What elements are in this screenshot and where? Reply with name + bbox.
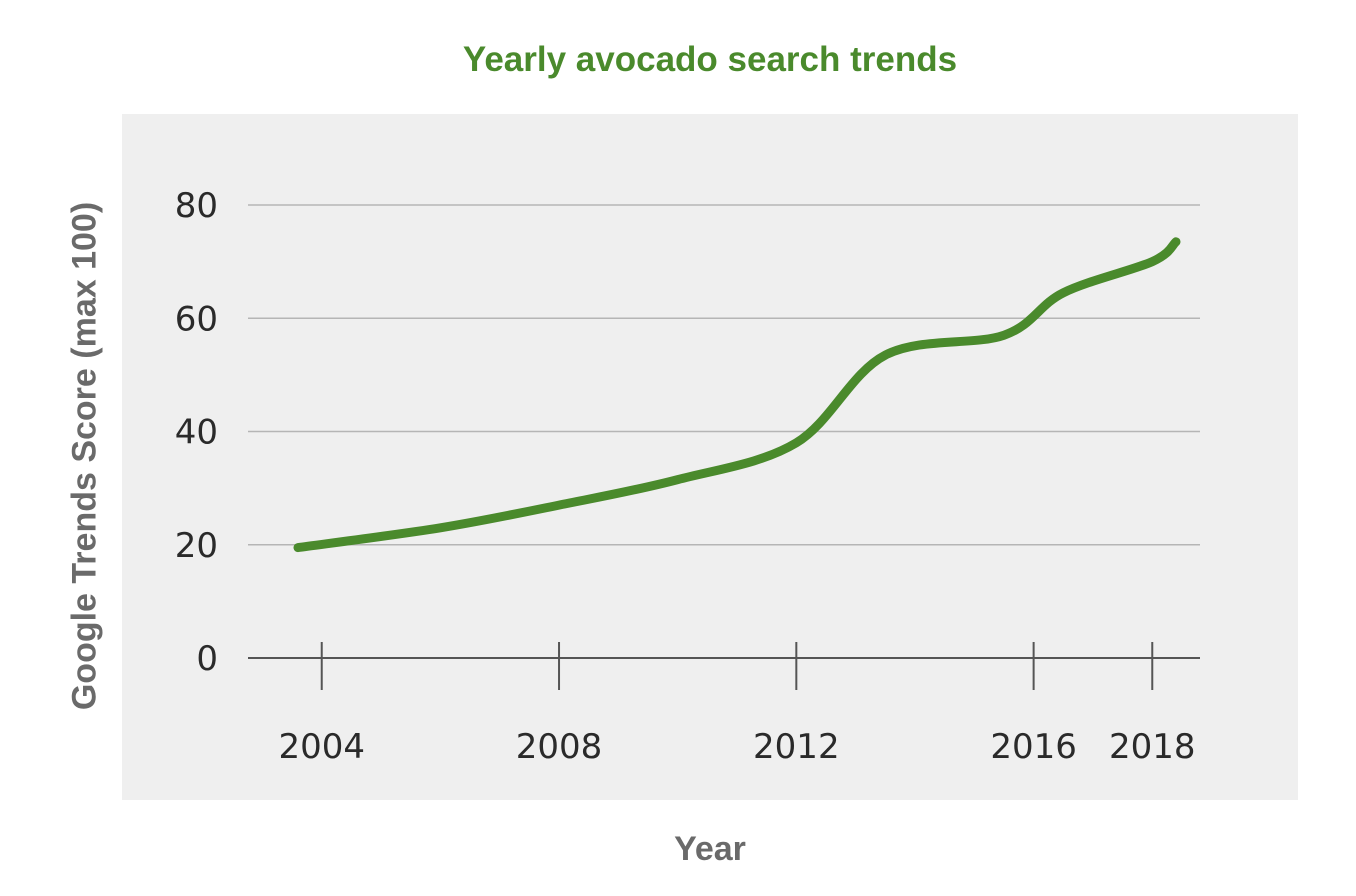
x-tick-label-2012: 2012 bbox=[753, 727, 840, 767]
x-axis-label: Year bbox=[674, 830, 746, 868]
y-tick-label-40: 40 bbox=[175, 413, 218, 453]
y-tick-label-60: 60 bbox=[175, 299, 218, 339]
plot-area bbox=[122, 114, 1298, 800]
chart-title: Yearly avocado search trends bbox=[462, 40, 958, 79]
x-tick-label-2008: 2008 bbox=[516, 727, 603, 767]
x-tick-label-2018: 2018 bbox=[1109, 727, 1196, 767]
y-tick-label-80: 80 bbox=[175, 186, 218, 226]
series-line-0 bbox=[293, 237, 1181, 553]
x-tick-label-2004: 2004 bbox=[278, 727, 365, 767]
x-tick-label-2016: 2016 bbox=[990, 727, 1077, 767]
y-tick-label-0: 0 bbox=[196, 639, 218, 679]
y-tick-label-20: 20 bbox=[175, 526, 218, 566]
